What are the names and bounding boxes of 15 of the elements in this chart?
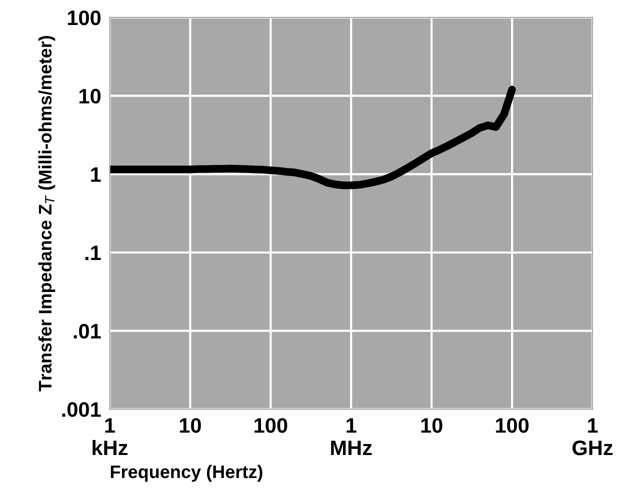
x-axis-title: Frequency (Hertz) bbox=[110, 464, 262, 482]
x-tick-label: 1 MHz bbox=[331, 418, 372, 456]
y-tick-label: 10 bbox=[80, 88, 101, 104]
x-tick-label: 100 bbox=[496, 418, 529, 433]
x-tick-label: 1 kHz bbox=[92, 418, 128, 456]
y-tick-label: .1 bbox=[85, 246, 101, 260]
y-tick-label: .01 bbox=[74, 324, 101, 339]
y-tick-label: 100 bbox=[68, 10, 101, 26]
x-tick-label: 1 GHz bbox=[572, 418, 613, 456]
y-tick-label: 1 bbox=[91, 167, 101, 182]
y-tick-label: .001 bbox=[62, 402, 101, 417]
x-tick-label: 10 bbox=[180, 418, 201, 433]
x-tick-label: 100 bbox=[254, 418, 288, 433]
x-tick-label: 10 bbox=[421, 418, 442, 433]
y-axis-title: Transfer Impedance Z$_{T}$ (Milli-ohms/meter) bbox=[38, 36, 56, 392]
